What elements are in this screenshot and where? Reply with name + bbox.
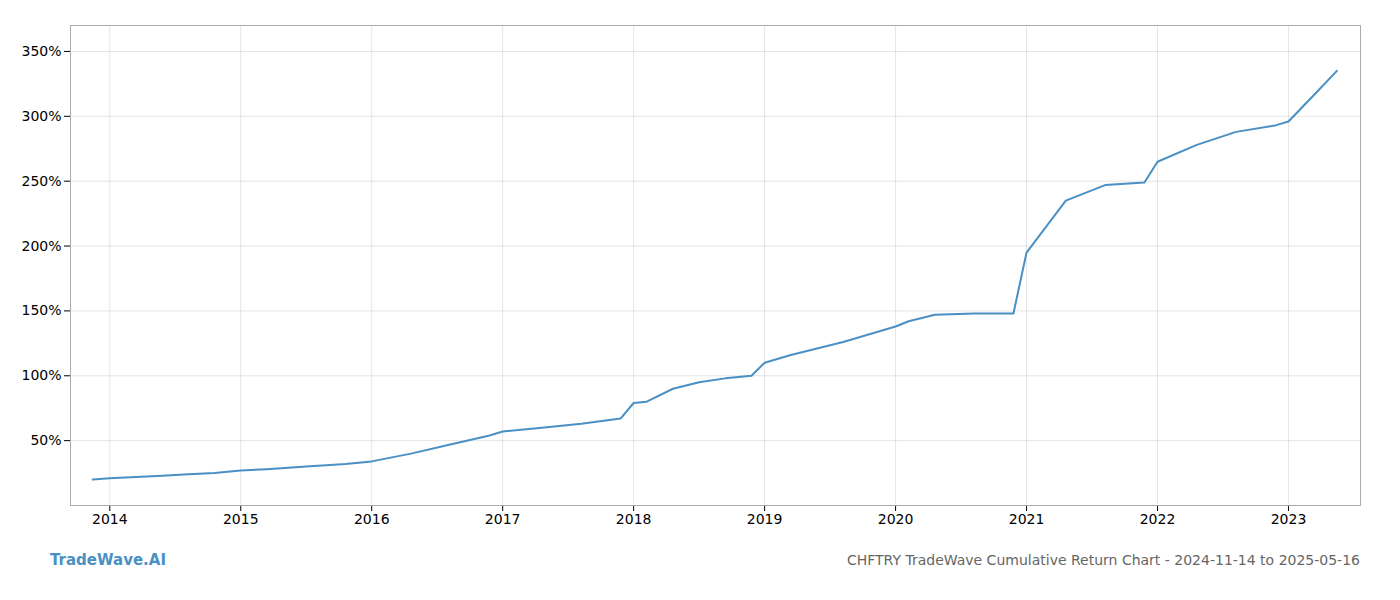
svg-text:2015: 2015 [223, 511, 259, 527]
svg-text:200%: 200% [21, 238, 61, 254]
svg-text:2017: 2017 [485, 511, 521, 527]
svg-text:2018: 2018 [616, 511, 652, 527]
svg-text:100%: 100% [21, 367, 61, 383]
svg-text:350%: 350% [21, 43, 61, 59]
svg-text:2016: 2016 [354, 511, 390, 527]
svg-text:300%: 300% [21, 108, 61, 124]
svg-text:50%: 50% [30, 432, 61, 448]
svg-text:2019: 2019 [747, 511, 783, 527]
svg-text:2020: 2020 [878, 511, 914, 527]
svg-text:250%: 250% [21, 173, 61, 189]
svg-text:2022: 2022 [1140, 511, 1176, 527]
svg-text:2021: 2021 [1009, 511, 1045, 527]
html-text:TradeWave.AI: TradeWave.AI [50, 551, 166, 569]
svg-text:2023: 2023 [1271, 511, 1307, 527]
svg-text:2014: 2014 [92, 511, 128, 527]
html-text:CHFTRY TradeWave Cumulative Re: CHFTRY TradeWave Cumulative Return Chart… [846, 552, 1360, 568]
svg-text:150%: 150% [21, 302, 61, 318]
